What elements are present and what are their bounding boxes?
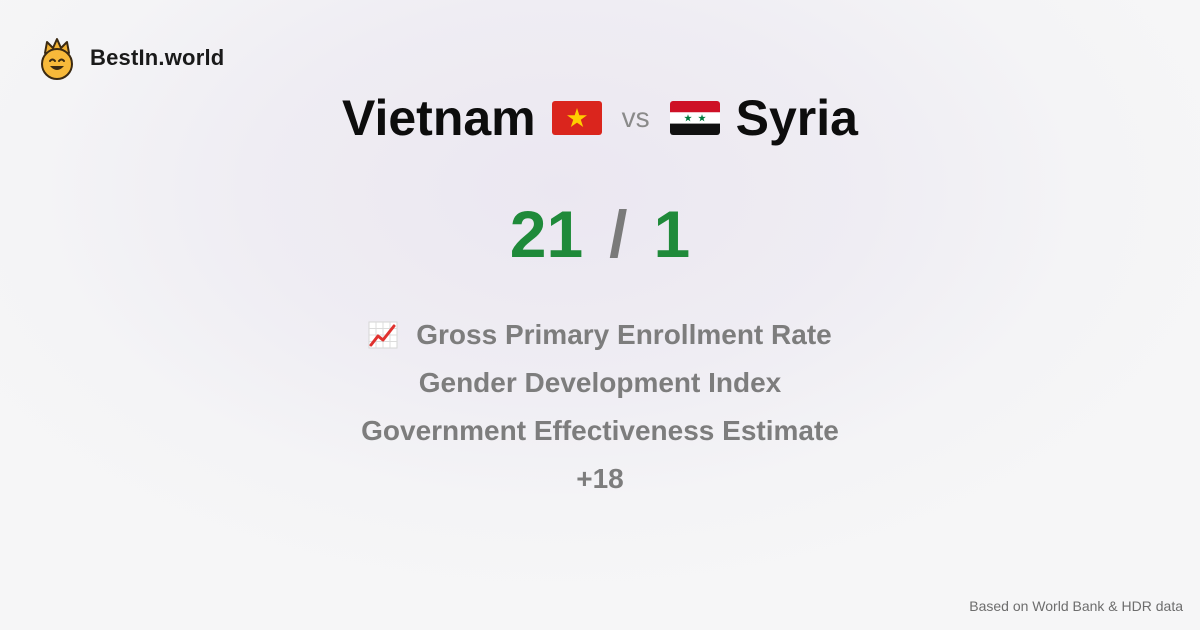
metric-label: Gender Development Index — [418, 367, 782, 398]
vietnam-flag-icon — [551, 101, 602, 135]
score-display: 21 / 1 — [0, 196, 1200, 272]
data-source-note: Based on World Bank & HDR data — [969, 598, 1183, 614]
vs-label: vs — [621, 102, 650, 133]
syria-flag-icon — [669, 101, 720, 135]
comparison-title: Vietnam vs Syria — [0, 88, 1200, 148]
crown-smiley-icon — [38, 36, 76, 80]
metric-list: Gross Primary Enrollment Rate Gender Dev… — [0, 311, 1200, 503]
metric-item: Government Effectiveness Estimate — [361, 407, 839, 455]
brand[interactable]: BestIn.world — [38, 36, 224, 80]
metric-item: Gross Primary Enrollment Rate — [368, 311, 832, 359]
metric-label: +18 — [576, 463, 624, 494]
left-score: 21 — [509, 197, 584, 271]
left-country-name: Vietnam — [342, 90, 536, 146]
metric-label: Government Effectiveness Estimate — [361, 415, 839, 446]
score-separator: / — [609, 197, 628, 271]
brand-name: BestIn.world — [90, 45, 225, 70]
more-metrics-count: +18 — [576, 455, 624, 503]
metric-item: Gender Development Index — [419, 359, 782, 407]
metric-label: Gross Primary Enrollment Rate — [416, 319, 832, 350]
right-country-name: Syria — [735, 90, 858, 146]
right-score: 1 — [653, 197, 691, 271]
chart-increasing-icon — [368, 321, 398, 349]
